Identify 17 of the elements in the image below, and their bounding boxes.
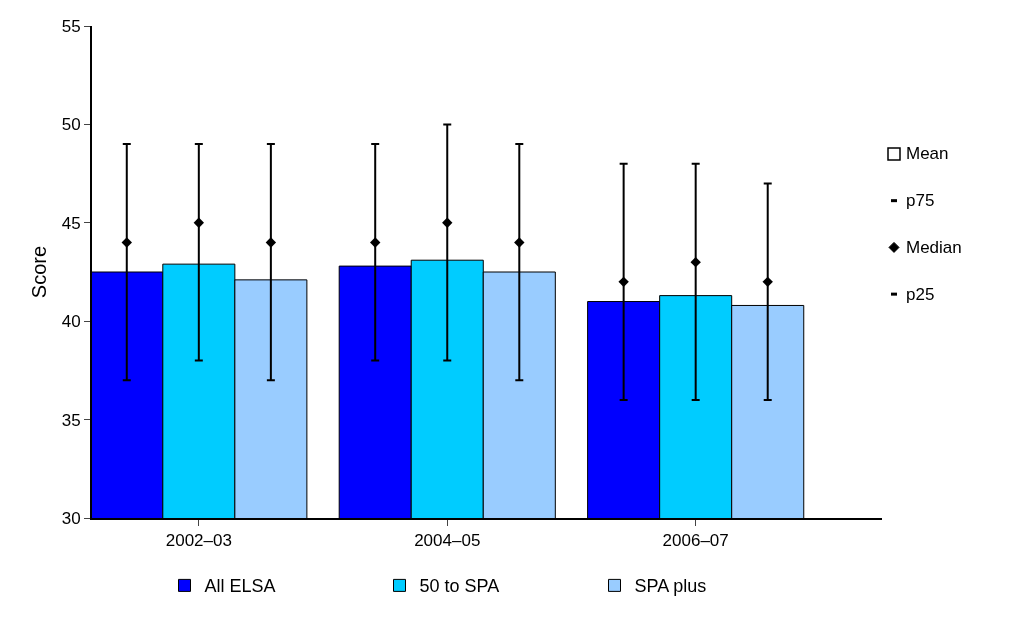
y-tick-label: 45 bbox=[61, 213, 81, 233]
y-tick-label: 30 bbox=[61, 508, 81, 528]
text: Mean bbox=[906, 144, 949, 163]
y-tick-label: 55 bbox=[61, 16, 81, 36]
legend-label: 50 to SPA bbox=[419, 576, 500, 597]
legend-label: All ELSA bbox=[204, 576, 276, 597]
y-axis-title: Score bbox=[27, 245, 50, 299]
x-tick-label: 2002–03 bbox=[165, 531, 232, 551]
y-tick-label: 50 bbox=[61, 115, 81, 135]
x-tick-label: 2004–05 bbox=[414, 531, 481, 551]
legend-label: SPA plus bbox=[634, 576, 707, 597]
text: p75 bbox=[906, 191, 935, 210]
legend-label: Median bbox=[906, 238, 962, 257]
text: p25 bbox=[906, 285, 935, 304]
y-tick-label: 40 bbox=[61, 312, 81, 332]
x-tick-label: 2006–07 bbox=[662, 531, 729, 551]
y-tick-label: 35 bbox=[61, 410, 81, 430]
